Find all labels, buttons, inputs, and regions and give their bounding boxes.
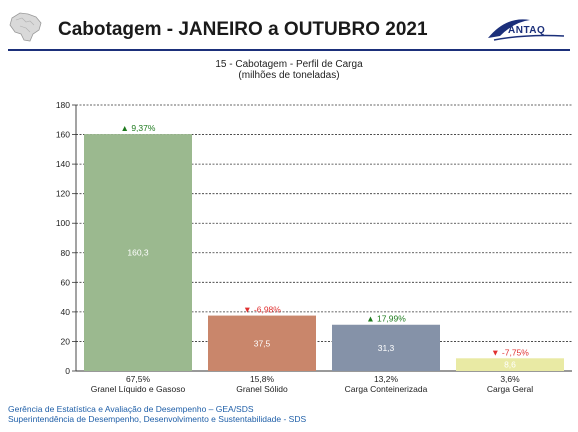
bar	[84, 134, 192, 371]
y-tick-label: 100	[56, 218, 70, 228]
category-label: Carga Conteinerizada	[345, 384, 428, 394]
antaq-logo-icon	[488, 19, 565, 41]
brand-text: ANTAQ	[508, 25, 546, 36]
header-divider	[8, 49, 570, 51]
data-label: 37,5	[254, 338, 271, 348]
change-label: ▲ 17,99%	[366, 314, 406, 324]
change-label: ▲ 9,37%	[121, 123, 156, 133]
y-tick-label: 160	[56, 130, 70, 140]
bar	[332, 324, 440, 371]
footer-line-2: Superintendência de Desempenho, Desenvol…	[8, 414, 307, 424]
data-label: 160,3	[127, 248, 149, 258]
change-label: ▼ -7,75%	[491, 347, 529, 357]
y-tick-label: 140	[56, 159, 70, 169]
bar	[456, 358, 564, 371]
share-label: 15,8%	[250, 374, 275, 384]
chart-title: 15 - Cabotagem - Perfil de Carga	[215, 59, 363, 70]
y-tick-label: 60	[61, 277, 71, 287]
share-label: 67,5%	[126, 374, 151, 384]
y-tick-label: 20	[61, 336, 71, 346]
share-label: 13,2%	[374, 374, 399, 384]
change-label: ▼ -6,98%	[243, 305, 281, 315]
share-label: 3,6%	[500, 374, 520, 384]
page-title: Cabotagem - JANEIRO a OUTUBRO 2021	[58, 19, 428, 40]
y-tick-label: 180	[56, 100, 70, 110]
category-label: Granel Líquido e Gasoso	[91, 384, 186, 394]
data-label: 31,3	[378, 343, 395, 353]
brazil-map-icon	[9, 12, 42, 42]
chart-subtitle: (milhões de toneladas)	[238, 70, 340, 81]
header: Cabotagem - JANEIRO a OUTUBRO 2021 ANTAQ	[0, 0, 578, 52]
data-label: 8,6	[504, 360, 516, 370]
antaq-logo: ANTAQ	[486, 14, 566, 44]
y-tick-label: 0	[65, 366, 70, 376]
y-tick-label: 120	[56, 189, 70, 199]
bar	[208, 315, 316, 371]
y-tick-label: 80	[61, 248, 71, 258]
y-tick-label: 40	[61, 307, 71, 317]
footer-line-1: Gerência de Estatística e Avaliação de D…	[8, 404, 254, 414]
category-label: Carga Geral	[487, 384, 533, 394]
category-label: Granel Sólido	[236, 384, 288, 394]
